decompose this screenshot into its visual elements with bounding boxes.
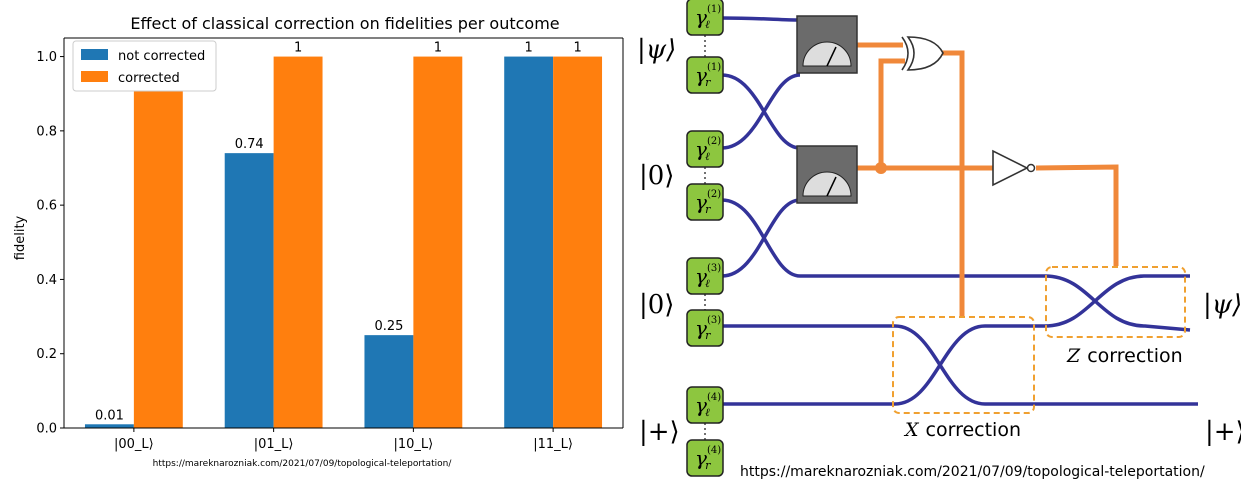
input-state-psi: |ψ⟩ xyxy=(637,35,676,65)
not-gate xyxy=(992,149,1036,187)
circuit-credit-url: https://mareknarozniak.com/2021/07/09/to… xyxy=(740,464,1205,480)
bar-not-corrected-1 xyxy=(224,153,274,428)
wire-braid-a xyxy=(721,73,801,150)
classical-meas2-to-xor xyxy=(878,58,905,168)
majorana-node-8: γ(4) r xyxy=(686,439,724,477)
majorana-node-7: γ(4) ℓ xyxy=(686,386,724,424)
bar-value-label: 0.25 xyxy=(374,319,403,334)
chart-credit-url: https://mareknarozniak.com/2021/07/09/to… xyxy=(153,459,453,469)
bar-not-corrected-2 xyxy=(364,335,414,428)
x-tick-label: |11_L⟩ xyxy=(533,437,573,452)
majorana-nodes: γ(1) ℓ γ(1) r γ(2) ℓ γ(2) r γ(3) ℓ γ(3) r γ(4) ℓ γ(4) r xyxy=(686,0,724,477)
wire-1 xyxy=(721,16,801,22)
majorana-node-label: γ(3) ℓ xyxy=(695,263,721,290)
bar-corrected-3 xyxy=(553,56,603,428)
bar-corrected-2 xyxy=(413,56,463,428)
y-tick-label: 1.0 xyxy=(36,50,57,65)
majorana-node-1: γ(1) ℓ xyxy=(686,0,724,36)
majorana-node-5: γ(3) ℓ xyxy=(686,257,724,295)
fidelity-bar-chart: Effect of classical correction on fideli… xyxy=(13,14,624,469)
y-tick-label: 0.0 xyxy=(36,422,57,437)
bar-corrected-1 xyxy=(273,56,323,428)
bar-value-label: 1 xyxy=(525,41,533,56)
bar-corrected-0 xyxy=(133,56,183,428)
legend-label-not-corrected: not corrected xyxy=(118,49,205,64)
state-labels: |ψ⟩ |0⟩ |0⟩ |+⟩ |ψ⟩ |+⟩ xyxy=(637,35,1241,447)
majorana-node-2: γ(1) r xyxy=(686,56,724,94)
bar-not-corrected-3 xyxy=(504,56,554,428)
y-axis-label: fidelity xyxy=(13,215,28,260)
legend-swatch-not-corrected xyxy=(81,49,108,60)
majorana-node-label: γ(4) ℓ xyxy=(695,392,721,419)
x-tick-label: |00_L⟩ xyxy=(114,437,154,452)
bar-value-label: 1 xyxy=(434,41,442,56)
wire-z-braid xyxy=(1044,274,1190,328)
majorana-node-label: γ(4) r xyxy=(695,445,721,472)
quantum-wires xyxy=(721,16,1198,406)
measurement-meter-2 xyxy=(796,145,858,204)
ancilla-state-0-a: |0⟩ xyxy=(639,161,674,191)
classical-xor-to-x xyxy=(942,50,965,316)
legend-label-corrected: corrected xyxy=(118,71,180,86)
wire-braid-d xyxy=(721,198,801,278)
majorana-node-label: γ(2) ℓ xyxy=(695,136,721,163)
majorana-node-label: γ(1) r xyxy=(695,62,721,89)
wire-braid-c xyxy=(721,198,1191,332)
y-tick-label: 0.4 xyxy=(36,273,57,288)
x-tick-label: |10_L⟩ xyxy=(394,437,434,452)
chart-title: Effect of classical correction on fideli… xyxy=(130,14,559,33)
majorana-node-label: γ(3) r xyxy=(695,315,721,342)
y-tick-label: 0.6 xyxy=(36,199,57,214)
bar-not-corrected-0 xyxy=(84,424,134,428)
legend-frame xyxy=(72,40,217,92)
bar-value-label: 1 xyxy=(573,41,581,56)
majorana-node-6: γ(3) r xyxy=(686,309,724,347)
output-state-psi: |ψ⟩ xyxy=(1203,290,1241,320)
x-correction-box xyxy=(892,316,1035,414)
majorana-node-3: γ(2) ℓ xyxy=(686,130,724,168)
ancilla-state-0-b: |0⟩ xyxy=(639,290,674,320)
output-state-plus: |+⟩ xyxy=(1205,417,1241,447)
y-tick-label: 0.8 xyxy=(36,124,57,139)
classical-junction-dot xyxy=(875,162,887,174)
majorana-node-label: γ(1) ℓ xyxy=(695,4,721,31)
legend-swatch-corrected xyxy=(81,71,108,82)
classical-not-to-z xyxy=(1035,164,1119,266)
bar-value-label: 0.01 xyxy=(95,408,124,423)
y-tick-label: 0.2 xyxy=(36,347,57,362)
bars-layer: 0.010.740.2511111 xyxy=(84,41,603,428)
xor-gate xyxy=(901,36,944,71)
z-correction-box xyxy=(1045,266,1186,338)
majorana-node-label: γ(2) r xyxy=(695,189,721,216)
legend: not corrected corrected xyxy=(72,40,217,92)
axes-layer: 0.0 0.2 0.4 0.6 0.8 1.0 |00_L⟩ |01_L⟩ |10_L⟩ |11_… xyxy=(36,37,624,452)
wire-x-braid-b xyxy=(722,324,1045,406)
bar-value-label: 1 xyxy=(294,41,302,56)
measurement-meter-1 xyxy=(796,15,858,74)
wire-braid-b xyxy=(721,73,801,150)
bar-value-label: 0.74 xyxy=(235,137,264,152)
majorana-node-4: γ(2) r xyxy=(686,183,724,221)
ancilla-state-plus: |+⟩ xyxy=(639,417,680,447)
x-tick-label: |01_L⟩ xyxy=(254,437,294,452)
